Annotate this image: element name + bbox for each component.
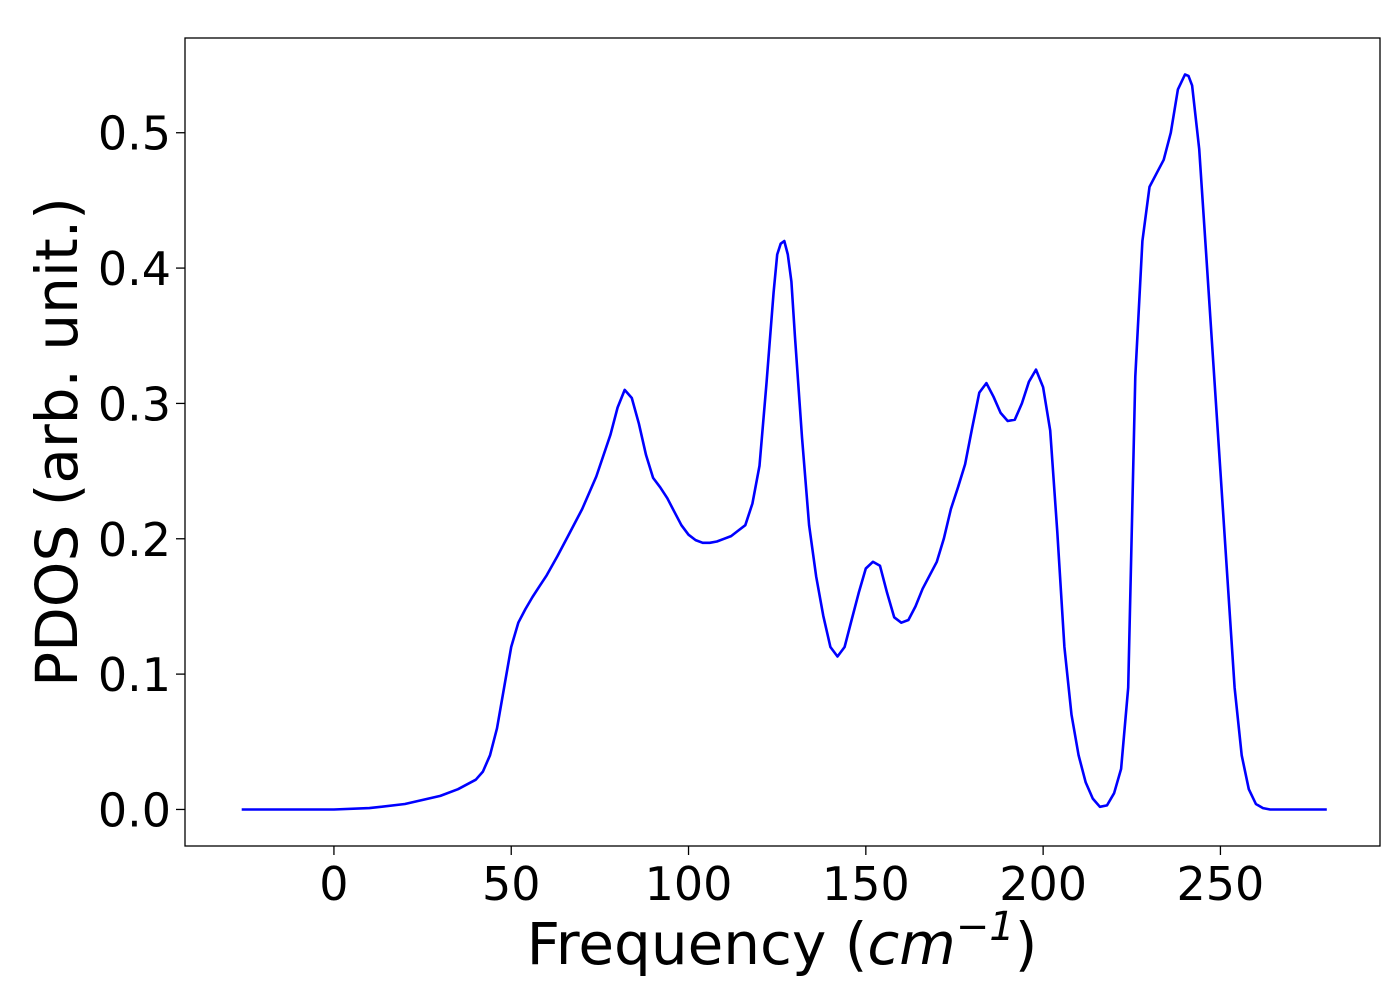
pdos-series-line (241, 73, 1327, 811)
x-axis-label-exponent: −1 (956, 904, 1015, 950)
x-tick-label: 50 (482, 857, 541, 911)
x-axis-label-unit: cm (867, 910, 955, 978)
x-tick-label: 150 (822, 857, 910, 911)
y-axis-ticks: 0.0 0.1 0.2 0.3 0.4 0.5 (98, 107, 185, 837)
y-tick-label: 0.3 (98, 377, 171, 431)
y-tick-label: 0.4 (98, 242, 171, 296)
y-tick-label: 0.1 (98, 648, 171, 702)
x-axis-label-close: ) (1015, 910, 1038, 978)
y-tick-label: 0.5 (98, 107, 171, 161)
x-tick-label: 250 (1177, 857, 1265, 911)
y-tick-label: 0.2 (98, 513, 171, 567)
y-axis-label: PDOS (arb. unit.) (23, 197, 91, 687)
x-axis-label-open: ( (845, 910, 868, 978)
x-axis-ticks: 0 50 100 150 200 250 (319, 846, 1264, 911)
y-tick-label: 0.0 (98, 783, 171, 837)
x-tick-label: 200 (999, 857, 1087, 911)
x-axis-label: Frequency (cm−1) (527, 904, 1038, 978)
x-axis-label-text: Frequency (527, 910, 827, 978)
x-tick-label: 0 (319, 857, 348, 911)
plot-frame (184, 37, 1381, 847)
x-tick-label: 100 (645, 857, 733, 911)
